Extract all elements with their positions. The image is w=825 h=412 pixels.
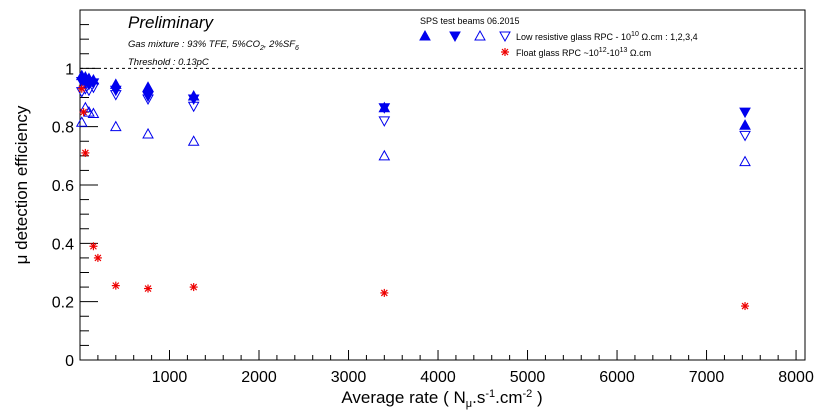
series-4-point-3 — [83, 85, 95, 97]
x-tick-label-7: 8000 — [778, 369, 814, 386]
legend-marker-low-3 — [474, 29, 486, 41]
series-5-point-7 — [144, 284, 153, 293]
y-tick-label-4: 0.8 — [52, 120, 74, 137]
float-text-3: Ω.cm — [627, 48, 651, 58]
legend-entry-float-glass: Float glass RPC ~1012-1013 Ω.cm — [516, 47, 651, 58]
xlabel-part-2: .s — [472, 388, 485, 407]
series-2-point-8 — [378, 103, 391, 114]
series-5-point-9-stroke-3 — [380, 289, 388, 297]
series-2-point-7 — [187, 94, 200, 105]
series-5-point-9 — [380, 288, 389, 297]
series-4-point-6 — [142, 94, 154, 105]
series-5-point-8 — [189, 283, 198, 292]
series-4-point-4 — [87, 82, 100, 94]
y-tick-label-2: 0.4 — [52, 236, 74, 253]
series-2 — [75, 76, 751, 119]
legend-marker-low-2 — [449, 31, 461, 43]
series-3 — [75, 101, 751, 167]
xlabel-sup-1: -1 — [485, 388, 495, 400]
legend-header: SPS test beams 06.2015 — [420, 16, 520, 26]
series-5-point-3 — [81, 148, 90, 157]
series-5-point-1 — [77, 84, 86, 93]
x-tick-label-3: 4000 — [420, 369, 456, 386]
low-text-2: Ω.cm : 1,2,3,4 — [639, 32, 698, 42]
series-5-point-2-stroke-3 — [80, 108, 88, 116]
x-tick-label-6: 7000 — [689, 369, 725, 386]
annotation-threshold: Threshold : 0.13pC — [128, 57, 209, 68]
float-sup-2: 13 — [620, 47, 628, 54]
series-5-point-5 — [93, 253, 102, 262]
legend-marker-low-1 — [419, 29, 431, 41]
x-tick-label-1: 2000 — [241, 369, 277, 386]
float-text-2: -10 — [607, 48, 620, 58]
series-1 — [75, 69, 751, 130]
series-1-point-6 — [142, 81, 154, 92]
annotation-preliminary: Preliminary — [128, 13, 215, 32]
series-5-point-3-stroke-3 — [81, 149, 89, 157]
legend-label-float-glass: Float glass RPC ~1012-1013 Ω.cm — [516, 47, 651, 58]
series-2-point-9 — [739, 107, 751, 119]
axes: 0 0.2 0.4 0.6 0.8 1 1000 2000 3000 4000 5000 6000 70… — [52, 24, 814, 386]
series-5-point-5-stroke-3 — [94, 254, 102, 262]
gas-sub-2: 6 — [295, 45, 299, 52]
gas-text-1: Gas mixture : 93% TFE, 5%CO — [128, 39, 261, 50]
series-5-point-10 — [741, 302, 750, 311]
series-3-point-1 — [75, 116, 88, 127]
x-tick-label-2: 3000 — [331, 369, 367, 386]
series-3-point-4 — [87, 107, 100, 119]
series-4-point-7 — [187, 101, 200, 113]
series-2-point-6 — [142, 91, 154, 103]
xlabel-sup-2: -2 — [523, 388, 533, 400]
legend: SPS test beams 06.2015 Low resistive gla… — [419, 16, 698, 58]
gas-text-2: , 2%SF — [264, 39, 296, 50]
series-4 — [75, 82, 751, 142]
series-4-point-8 — [378, 116, 391, 127]
xlabel-part-1: Average rate ( N — [341, 388, 465, 407]
y-tick-label-1: 0.2 — [52, 295, 74, 312]
y-tick-label-5: 1 — [65, 61, 74, 78]
series-4-point-9 — [739, 130, 751, 142]
y-tick-label-3: 0.6 — [52, 178, 74, 195]
series-5-point-7-stroke-3 — [144, 285, 152, 292]
series-5-point-4-stroke-3 — [90, 242, 97, 250]
series-4-point-5 — [109, 90, 122, 101]
annotation-gas-mixture: Gas mixture : 93% TFE, 5%CO2, 2%SF6 — [128, 39, 299, 52]
low-sup: 10 — [631, 31, 639, 38]
series-5-point-4 — [89, 242, 98, 251]
y-axis-title: μ detection efficiency — [12, 105, 31, 264]
y-tick-label-0: 0 — [65, 353, 74, 370]
series-5-point-6 — [111, 281, 120, 290]
x-tick-label-5: 6000 — [599, 369, 635, 386]
series-5 — [77, 84, 750, 311]
series-5-point-10-stroke-3 — [741, 302, 749, 310]
float-sup-1: 12 — [599, 47, 607, 54]
legend-entry-low-resistive: Low resistive glass RPC - 1010 Ω.cm : 1,… — [516, 31, 698, 42]
gas-sub-1: 2 — [259, 45, 264, 52]
series-3-point-6 — [142, 127, 154, 139]
legend-label-low-resistive: Low resistive glass RPC - 1010 Ω.cm : 1,… — [516, 31, 698, 42]
xlabel-part-4: ) — [532, 388, 542, 407]
legend-marker-low-4 — [499, 31, 511, 43]
series-5-point-6-stroke-3 — [112, 282, 120, 290]
data-marks — [75, 69, 751, 311]
x-tick-label-0: 1000 — [152, 369, 188, 386]
legend-marker-float — [501, 48, 509, 56]
series-3-point-8 — [378, 149, 391, 161]
series-3-point-7 — [187, 135, 200, 146]
series-1-point-9 — [739, 119, 751, 130]
legend-markers — [419, 29, 511, 56]
series-3-point-9 — [739, 155, 751, 167]
xlabel-part-3: .cm — [495, 388, 522, 407]
series-5-point-8-stroke-3 — [190, 283, 198, 291]
xlabel-sub: μ — [466, 398, 472, 410]
float-text-1: Float glass RPC ~10 — [516, 48, 599, 58]
legend-marker-float-stroke-3 — [501, 48, 509, 56]
series-5-point-2 — [79, 108, 88, 117]
series-5-point-1-stroke-3 — [78, 85, 86, 93]
series-3-point-5 — [109, 120, 122, 132]
low-text-1: Low resistive glass RPC - 10 — [516, 32, 631, 42]
x-axis-title: Average rate ( Nμ.s-1.cm-2 ) — [341, 388, 542, 410]
x-tick-label-4: 5000 — [510, 369, 546, 386]
